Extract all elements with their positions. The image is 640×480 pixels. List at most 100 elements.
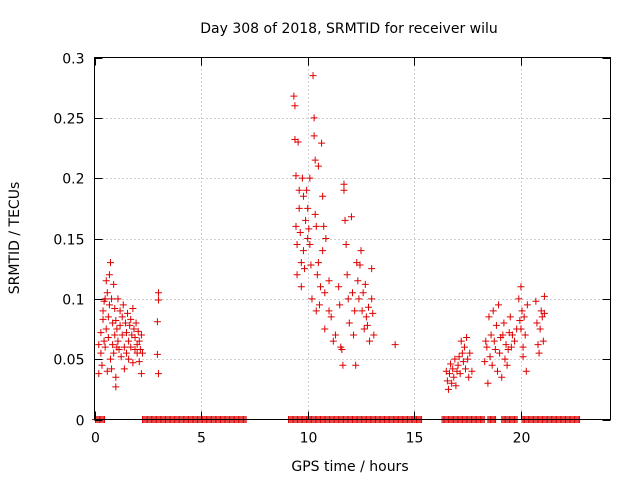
y-tick-label: 0.25 [53,112,84,128]
data-point [340,180,348,188]
data-point [456,370,464,378]
data-point [304,235,312,242]
data-point [446,370,454,378]
data-point [100,337,108,345]
data-point [101,343,109,351]
data-point [309,72,317,80]
data-point [483,343,491,351]
data-point [503,361,511,369]
data-point [457,337,465,345]
data-point [491,346,499,354]
data-point [357,247,365,255]
y-tick-label: 0.15 [53,233,84,249]
data-point [124,309,132,317]
data-point [351,307,359,315]
data-point [130,325,138,333]
data-point [517,283,525,291]
data-point [344,295,352,303]
data-point [136,346,144,354]
data-point [448,379,456,387]
x-tick-label: 15 [406,431,424,447]
data-point [322,235,330,242]
data-point [101,295,109,303]
data-point [125,355,133,363]
data-point [534,341,542,349]
data-point [321,325,329,333]
data-point [95,370,103,378]
data-point [295,204,303,212]
data-point [138,349,146,357]
plot-frame [94,57,611,420]
data-point [350,331,358,339]
y-tick-label: 0.1 [62,293,84,309]
data-point [308,295,316,303]
data-point [540,292,548,300]
data-point [489,307,497,315]
data-point [297,283,305,291]
data-point [115,346,123,354]
data-point [345,319,353,327]
data-point [98,361,106,369]
data-point [325,307,333,315]
data-point [293,241,301,249]
data-point [518,307,526,315]
data-point [299,247,307,255]
data-point [355,295,363,303]
data-point [484,379,492,387]
data-point [487,331,495,339]
data-point [295,186,303,194]
data-point [500,319,508,327]
data-point [137,370,145,378]
data-point [462,365,470,373]
data-point [97,329,105,337]
data-point [338,346,346,354]
data-point [481,358,489,366]
data-point [464,355,472,363]
data-point [118,313,126,321]
axis-ticks: 0 0.05 0.1 0.15 0.2 0.25 0.3 0 5 10 15 20 [53,52,611,447]
data-point [443,377,451,385]
data-point [311,156,319,164]
data-point [352,361,360,369]
data-point [312,222,320,230]
data-point [314,162,322,170]
data-point [315,301,323,309]
data-point [501,355,509,363]
data-point [359,289,367,297]
data-point [113,325,121,333]
data-point [297,259,305,267]
data-point [454,361,462,369]
data-point [318,139,326,147]
data-point [121,319,129,327]
data-point [102,277,110,285]
y-axis-label: SRMTID / TECUs [7,182,23,295]
data-point [519,343,527,351]
data-point [459,358,467,366]
data-point [495,301,503,309]
data-point [507,343,515,351]
data-point [361,280,369,288]
data-point [360,325,368,333]
data-point [99,315,107,323]
data-point [105,301,113,309]
data-point [451,355,459,363]
data-point [134,327,142,335]
data-point [485,313,493,321]
data-point [114,295,122,303]
data-point [131,333,139,341]
data-point [120,343,128,351]
data-point [482,337,490,345]
data-point [133,341,141,349]
data-point [496,349,504,357]
data-point [508,331,516,339]
x-axis-label: GPS time / hours [291,459,408,475]
data-point [319,192,327,200]
data-point [110,280,118,288]
data-point [104,333,112,341]
data-point [127,343,135,351]
data-point [307,261,315,269]
data-point [112,317,120,325]
data-point [325,277,333,285]
data-point [310,132,318,140]
